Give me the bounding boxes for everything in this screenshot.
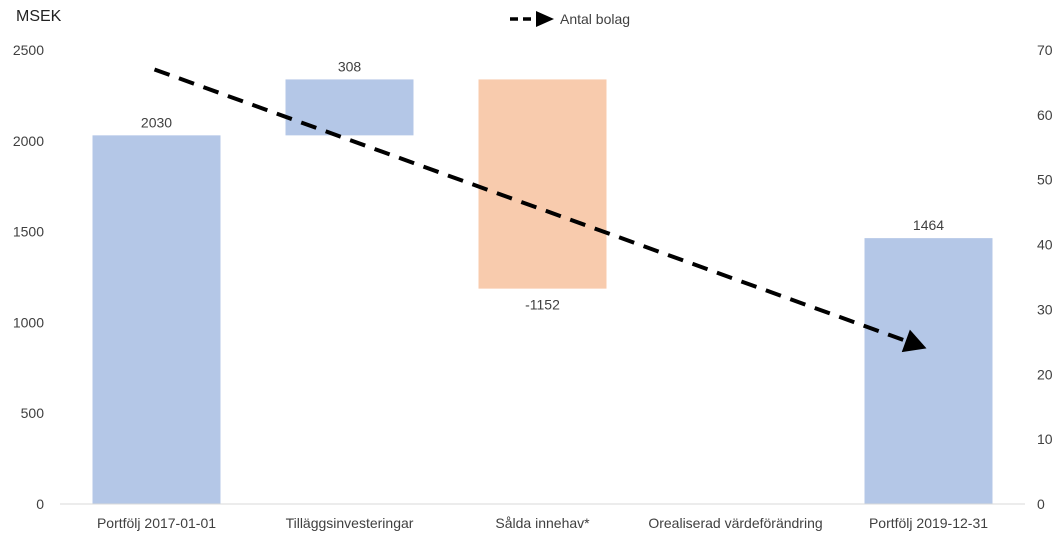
x-tick-label: Tilläggsinvesteringar <box>286 515 414 531</box>
bar <box>92 135 221 505</box>
y2-tick-label: 10 <box>1037 431 1053 447</box>
data-label: 1464 <box>913 217 944 233</box>
y-tick-label: 1000 <box>13 314 44 330</box>
y-tick-label: 0 <box>36 496 44 512</box>
series-line <box>153 67 907 343</box>
y-axis-title: MSEK <box>16 8 62 25</box>
series-arrowhead <box>901 329 927 353</box>
x-tick-label: Portfölj 2019-12-31 <box>869 515 988 531</box>
y-tick-label: 2500 <box>13 42 44 58</box>
y2-tick-label: 0 <box>1037 496 1045 512</box>
y2-tick-label: 40 <box>1037 237 1053 253</box>
y2-tick-label: 20 <box>1037 366 1053 382</box>
y2-tick-label: 30 <box>1037 301 1053 317</box>
y-tick-label: 500 <box>21 405 45 421</box>
y-tick-label: 2000 <box>13 133 44 149</box>
bar <box>285 79 414 136</box>
y2-tick-label: 70 <box>1037 42 1053 58</box>
data-label: 308 <box>338 58 362 74</box>
y2-tick-label: 50 <box>1037 172 1053 188</box>
x-tick-label: Portfölj 2017-01-01 <box>97 515 216 531</box>
x-tick-label: Sålda innehav* <box>495 515 590 531</box>
legend: Antal bolag <box>508 8 630 30</box>
bar <box>478 79 607 289</box>
dashed-arrow-icon <box>510 11 554 27</box>
data-label: 2030 <box>141 114 172 130</box>
x-tick-label: Orealiserad värdeförändring <box>648 515 822 531</box>
legend-label: Antal bolag <box>560 11 631 27</box>
bar <box>864 238 993 504</box>
data-label: -1152 <box>525 297 560 313</box>
y-tick-label: 1500 <box>13 224 44 240</box>
y2-tick-label: 60 <box>1037 107 1053 123</box>
